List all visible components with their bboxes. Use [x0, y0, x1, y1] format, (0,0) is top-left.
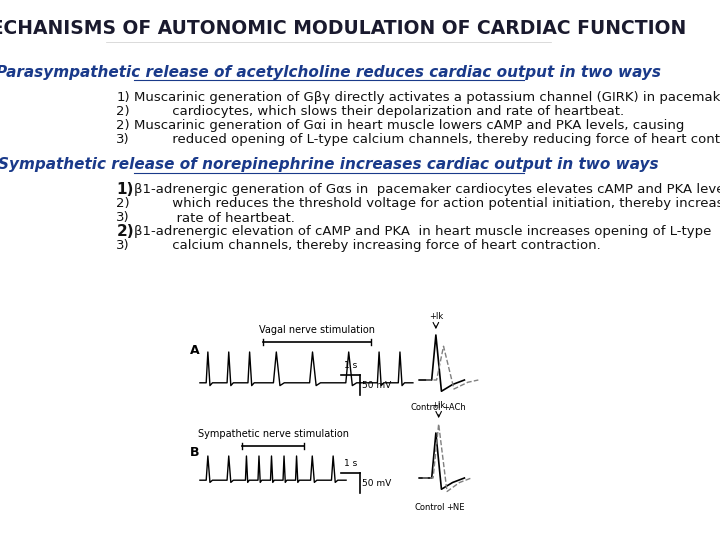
Text: Control: Control	[411, 402, 441, 411]
Text: 2): 2)	[117, 225, 134, 240]
Text: Sympathetic nerve stimulation: Sympathetic nerve stimulation	[197, 429, 348, 439]
Text: B: B	[189, 447, 199, 460]
Text: 1): 1)	[117, 91, 130, 104]
Text: Muscarinic generation of Gαi in heart muscle lowers cAMP and PKA levels, causing: Muscarinic generation of Gαi in heart mu…	[134, 118, 684, 132]
Text: 2): 2)	[117, 105, 130, 118]
Text: β1-adrenergic generation of Gαs in  pacemaker cardiocytes elevates cAMP and PKA : β1-adrenergic generation of Gαs in pacem…	[134, 184, 720, 197]
Text: Control: Control	[414, 503, 445, 512]
Text: 1 s: 1 s	[343, 459, 357, 468]
Text: rate of heartbeat.: rate of heartbeat.	[134, 212, 294, 225]
Text: 1 s: 1 s	[343, 361, 357, 370]
Text: Sympathetic release of norepinephrine increases cardiac output in two ways: Sympathetic release of norepinephrine in…	[0, 158, 659, 172]
Text: reduced opening of L-type calcium channels, thereby reducing force of heart cont: reduced opening of L-type calcium channe…	[134, 132, 720, 145]
Text: calcium channels, thereby increasing force of heart contraction.: calcium channels, thereby increasing for…	[134, 240, 600, 253]
Text: 2): 2)	[117, 118, 130, 132]
Text: A: A	[189, 343, 199, 356]
Text: 3): 3)	[117, 132, 130, 145]
Text: +Ik: +Ik	[428, 312, 443, 321]
Text: +NE: +NE	[446, 503, 464, 512]
Text: 3): 3)	[117, 212, 130, 225]
Text: Parasympathetic release of acetylcholine reduces cardiac output in two ways: Parasympathetic release of acetylcholine…	[0, 64, 661, 79]
Text: cardiocytes, which slows their depolarization and rate of heartbeat.: cardiocytes, which slows their depolariz…	[134, 105, 624, 118]
Text: 2): 2)	[117, 198, 130, 211]
Text: 3): 3)	[117, 240, 130, 253]
Text: β1-adrenergic elevation of cAMP and PKA  in heart muscle increases opening of L-: β1-adrenergic elevation of cAMP and PKA …	[134, 226, 711, 239]
Text: MECHANISMS OF AUTONOMIC MODULATION OF CARDIAC FUNCTION: MECHANISMS OF AUTONOMIC MODULATION OF CA…	[0, 18, 686, 37]
Text: +ACh: +ACh	[442, 402, 466, 411]
Text: 50 mV: 50 mV	[362, 381, 392, 389]
Text: Muscarinic generation of Gβγ directly activates a potassium channel (GIRK) in pa: Muscarinic generation of Gβγ directly ac…	[134, 91, 720, 104]
Text: which reduces the threshold voltage for action potential initiation, thereby inc: which reduces the threshold voltage for …	[134, 198, 720, 211]
Text: Vagal nerve stimulation: Vagal nerve stimulation	[259, 325, 375, 335]
Text: 1): 1)	[117, 183, 134, 198]
Text: 50 mV: 50 mV	[362, 478, 392, 488]
Text: +Ik: +Ik	[431, 401, 446, 410]
